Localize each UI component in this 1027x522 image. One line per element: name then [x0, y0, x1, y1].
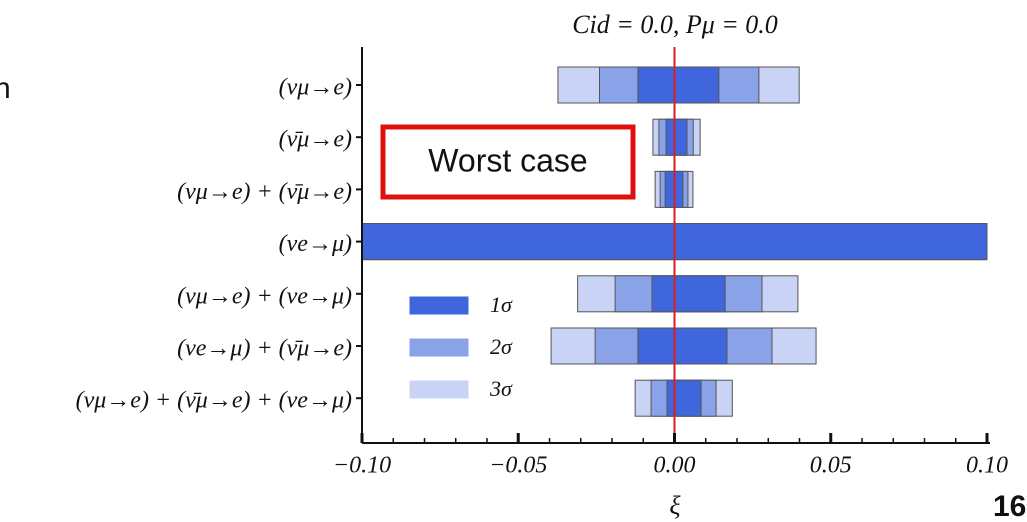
x-tick-label: −0.05 [489, 453, 547, 479]
x-tick-label: 0.10 [966, 453, 1008, 479]
legend-swatch [409, 380, 469, 399]
chart-title: Cid = 0.0, Pμ = 0.0 [572, 10, 778, 39]
interval-bar [637, 327, 728, 365]
edge-text: n [0, 72, 11, 105]
interval-bar [666, 379, 702, 417]
legend-label: 3σ [489, 376, 513, 401]
legend-swatch [409, 296, 469, 315]
x-tick-label: 0.05 [810, 453, 852, 479]
y-tick-label: (νμ→e) + (ν̄μ→e) [177, 179, 352, 205]
edge-text: 16 [993, 490, 1026, 522]
legend-label: 2σ [490, 334, 513, 359]
y-tick-label: (νμ→e) + (ν̄μ→e) + (νe→μ) [76, 388, 352, 414]
legend-swatch [409, 338, 469, 357]
y-tick-label: (νe→μ) [279, 231, 352, 257]
x-tick-label: 0.00 [654, 453, 696, 479]
y-tick-label: (νe→μ) + (ν̄μ→e) [177, 336, 352, 362]
interval-bar [651, 275, 726, 313]
y-tick-label: (νμ→e) + (νe→μ) [177, 283, 352, 309]
annotation-box [380, 124, 636, 200]
interval-bar [665, 118, 688, 156]
x-axis-label: ξ [669, 491, 681, 520]
legend-label: 1σ [490, 292, 513, 317]
y-tick-label: (νμ→e) [279, 75, 352, 101]
annotation-text: Worst case [428, 142, 587, 178]
y-tick-label: (ν̄μ→e) [279, 127, 352, 153]
interval-bar [637, 66, 720, 104]
x-tick-label: −0.10 [333, 453, 391, 479]
